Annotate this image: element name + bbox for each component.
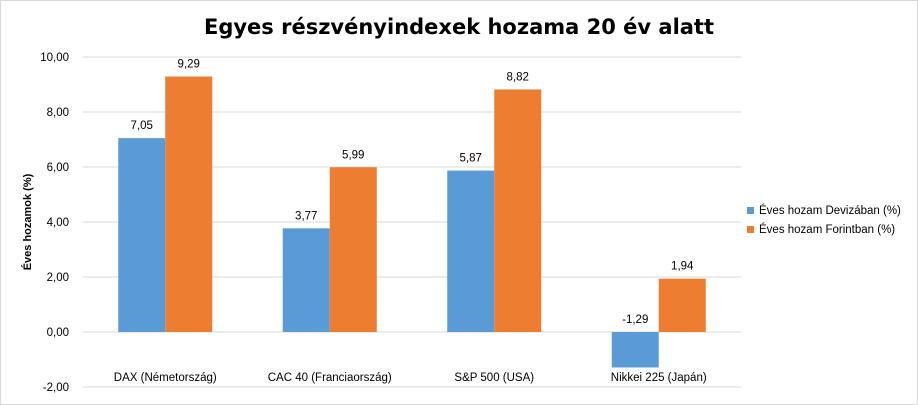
bar [447,170,495,332]
y-tick-label: 2,00 [47,272,69,284]
bar [494,89,542,332]
bar [658,278,706,332]
y-axis-label: Éves hozamok (%) [21,173,34,270]
category-label: Nikkei 225 (Japán) [611,372,707,384]
legend: Éves hozam Devizában (%) Éves hozam Fori… [747,201,901,239]
y-tick-label: 6,00 [47,162,69,174]
y-tick-label: 10,00 [40,52,69,64]
y-tick-label: 0,00 [47,327,69,339]
legend-swatch-forintban [747,226,754,233]
legend-item-forintban: Éves hozam Forintban (%) [747,220,901,239]
data-label: 7,05 [131,120,153,132]
y-tick-label: -2,00 [43,382,69,394]
data-label: -1,29 [622,314,648,326]
legend-item-devizaban: Éves hozam Devizában (%) [747,201,901,220]
bar [611,332,659,368]
data-label: 1,94 [671,261,694,273]
data-label: 5,99 [342,149,364,161]
legend-label-devizaban: Éves hozam Devizában (%) [759,204,901,217]
data-label: 9,29 [178,59,200,71]
data-label: 3,77 [295,210,317,222]
data-label: 5,87 [460,153,482,165]
legend-label-forintban: Éves hozam Forintban (%) [759,223,896,236]
bar [329,167,377,332]
category-label: CAC 40 (Franciaország) [268,372,392,384]
category-label: S&P 500 (USA) [454,372,534,384]
bar [282,228,330,332]
bar [118,138,166,332]
y-tick-label: 4,00 [47,217,69,229]
category-label: DAX (Németország) [114,372,217,384]
data-label: 8,82 [507,71,529,83]
chart-title: Egyes részvényindexek hozama 20 év alatt [204,15,714,39]
bar [165,76,213,333]
legend-swatch-devizaban [747,207,754,214]
y-tick-label: 8,00 [47,107,69,119]
